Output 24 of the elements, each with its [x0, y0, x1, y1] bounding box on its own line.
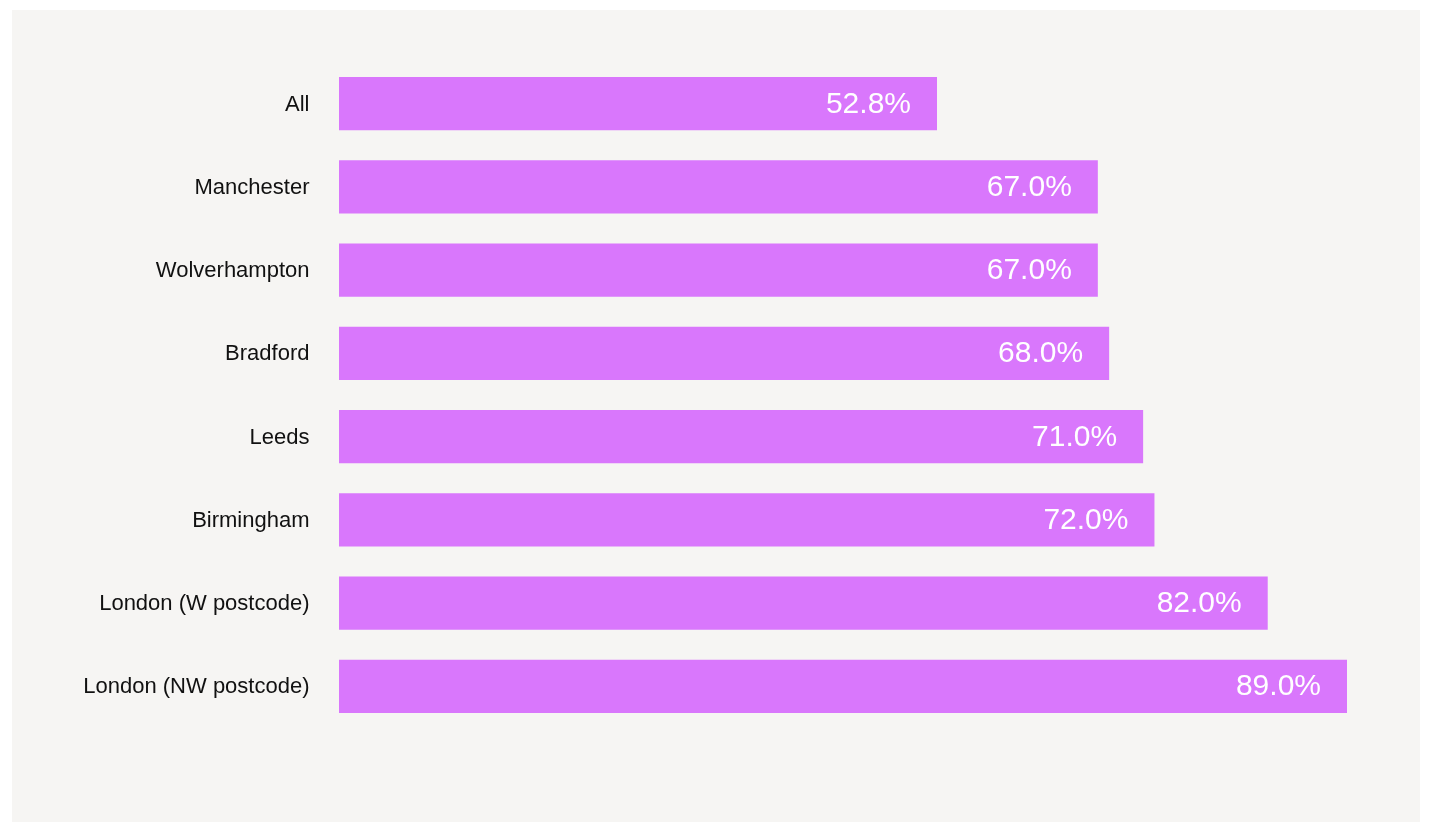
bar [339, 76, 937, 131]
y-tick-label: London (W postcode) [99, 590, 310, 616]
y-tick-label: Birmingham [192, 506, 310, 532]
data-label: 67.0% [986, 252, 1072, 286]
data-label: 71.0% [1032, 418, 1118, 452]
data-label: 67.0% [986, 168, 1072, 202]
data-label: 52.8% [825, 85, 911, 119]
bar [339, 576, 1268, 630]
data-label: 82.0% [1156, 585, 1242, 619]
data-label: 89.0% [1235, 668, 1321, 702]
y-tick-label: London (NW postcode) [83, 673, 310, 699]
data-label: 68.0% [998, 335, 1084, 369]
bar [339, 409, 1144, 464]
bar [339, 160, 1098, 214]
y-tick-label: Bradford [225, 340, 310, 366]
y-tick-label: Leeds [249, 423, 310, 449]
bar [339, 493, 1155, 547]
bar [339, 326, 1110, 381]
bar [339, 659, 1347, 714]
data-label: 72.0% [1043, 501, 1129, 535]
y-tick-label: All [285, 90, 310, 116]
bar [339, 243, 1098, 297]
y-tick-label: Wolverhampton [155, 257, 310, 283]
y-tick-label: Manchester [194, 173, 310, 199]
